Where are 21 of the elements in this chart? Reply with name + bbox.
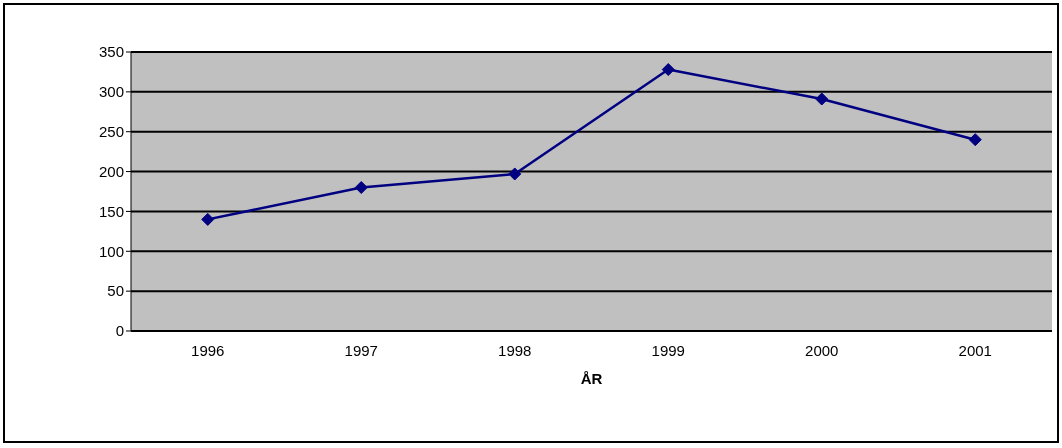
y-tick-label: 250 — [98, 123, 124, 141]
y-tick-label: 0 — [115, 322, 124, 340]
y-tick-label: 50 — [107, 282, 124, 300]
x-tick-label: 1996 — [191, 341, 225, 359]
x-tick-label: 2001 — [958, 341, 992, 359]
x-tick-label: 1998 — [498, 341, 532, 359]
y-tick-label: 350 — [98, 43, 124, 61]
y-tick-label: 100 — [98, 242, 124, 260]
point — [968, 133, 982, 147]
point — [354, 181, 368, 195]
point — [815, 92, 829, 106]
x-tick-label: 1997 — [344, 341, 378, 359]
point — [508, 167, 522, 181]
point — [661, 63, 675, 77]
y-tick-label: 200 — [98, 162, 124, 180]
y-tick-label: 300 — [98, 83, 124, 101]
y-tick-label: 150 — [98, 202, 124, 220]
x-tick-label: 2000 — [805, 341, 839, 359]
point — [201, 212, 215, 226]
x-axis-title: ÅR — [580, 369, 603, 387]
x-tick-label: 1999 — [651, 341, 685, 359]
